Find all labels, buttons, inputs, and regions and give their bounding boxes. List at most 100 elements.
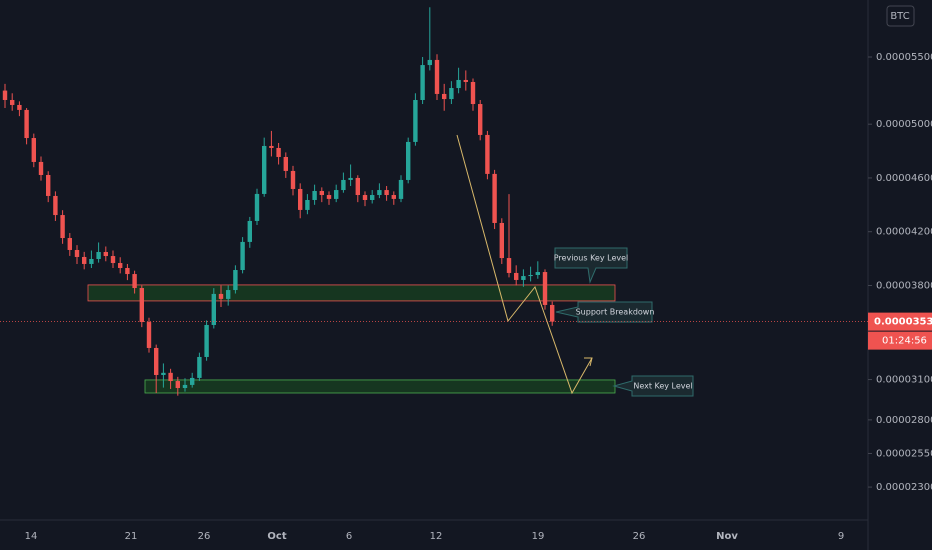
candle-body: [262, 145, 267, 194]
drawing-arrows: [456, 134, 593, 395]
callout-box: [612, 375, 694, 397]
candle-body: [391, 195, 396, 199]
candle-body: [161, 372, 166, 375]
candle-body: [362, 195, 368, 200]
key-level-zone: [87, 284, 616, 302]
candle-body: [146, 322, 152, 348]
candle-body: [96, 252, 101, 259]
candle-body: [456, 79, 461, 89]
x-tick-label: 19: [532, 531, 545, 542]
candle-body: [427, 59, 432, 66]
y-tick-label: 0.00005500: [876, 52, 932, 63]
y-tick-label: 0.00004200: [876, 227, 932, 238]
candle-body: [17, 104, 22, 110]
candle-body: [254, 193, 260, 221]
candle-body: [211, 293, 216, 325]
y-tick-label: 0.00003800: [876, 280, 932, 291]
candle-body: [326, 195, 332, 199]
x-tick-label: 26: [198, 531, 211, 542]
candle-body: [269, 145, 274, 148]
candle-body: [283, 156, 288, 171]
candle-body: [125, 267, 130, 275]
candle-body: [46, 174, 51, 196]
candle-body: [233, 270, 238, 291]
y-tick-label: 0.00005000: [876, 119, 932, 130]
candle-body: [226, 290, 231, 299]
candle-body: [290, 170, 296, 189]
candle-body: [434, 59, 440, 94]
candle-body: [348, 177, 353, 180]
candle-body: [514, 272, 519, 280]
candle-body: [31, 138, 36, 162]
candle-body: [132, 274, 137, 289]
y-tick-label: 0.00004600: [876, 173, 932, 184]
last-price-label: 0.00003531: [874, 317, 932, 328]
candle-body: [478, 104, 483, 135]
candle-body: [398, 179, 404, 199]
candle-body: [485, 134, 490, 174]
callout-text: Previous Key Level: [554, 254, 629, 263]
candle-body: [542, 272, 548, 305]
candle-body: [413, 99, 418, 142]
candle-body: [190, 377, 195, 385]
candle-body: [168, 372, 173, 382]
candle-body: [89, 258, 94, 264]
candle-body: [197, 356, 202, 378]
candle-body: [550, 304, 555, 322]
candle-body: [276, 147, 281, 157]
candle-body: [53, 195, 58, 216]
countdown: 01:24:56: [882, 336, 927, 347]
candle-body: [470, 81, 476, 105]
candle-body: [463, 79, 468, 82]
candle-body: [154, 347, 159, 375]
y-tick-label: 0.00002800: [876, 415, 932, 426]
callout-text: Next Key Level: [633, 382, 692, 391]
candle-body: [38, 161, 44, 175]
candle-body: [60, 215, 65, 239]
candle-body: [506, 258, 512, 273]
candle-body: [118, 263, 123, 268]
candle-body: [139, 288, 144, 323]
candle-body: [204, 324, 209, 357]
y-tick-label: 0.00003100: [876, 375, 932, 386]
candle-body: [406, 141, 411, 180]
candle-body: [74, 249, 80, 257]
candle-body: [377, 190, 382, 196]
x-tick-label: 14: [25, 531, 38, 542]
x-tick-label: Nov: [716, 531, 738, 542]
candle-body: [2, 90, 8, 100]
callout-box: [554, 247, 628, 284]
candle-body: [355, 177, 360, 196]
countdown-box: [868, 331, 932, 350]
callout-text: Support Breakdown: [576, 308, 655, 317]
x-tick-label: 26: [633, 531, 646, 542]
candle-body: [24, 109, 29, 139]
candle-body: [384, 190, 389, 196]
candle-body: [334, 190, 339, 199]
candle-body: [370, 195, 375, 200]
candle-body: [319, 190, 324, 196]
x-tick-label: 6: [346, 531, 352, 542]
y-tick-label: 0.00002550: [876, 448, 932, 459]
candle-body: [240, 241, 245, 271]
last-price-box: [868, 312, 932, 331]
x-tick-label: 9: [838, 531, 844, 542]
candle-body: [218, 293, 224, 299]
symbol: BTC: [890, 11, 909, 22]
candle-body: [420, 65, 425, 100]
x-tick-label: 21: [125, 531, 138, 542]
candle-body: [449, 88, 454, 100]
x-tick-label: Oct: [267, 531, 286, 542]
symbol-box: [886, 5, 915, 27]
callout-box: [555, 301, 653, 323]
candle-body: [521, 276, 526, 280]
candle-body: [10, 99, 15, 105]
candle-body: [305, 199, 310, 210]
candle-body: [175, 381, 180, 389]
candle-body: [110, 256, 116, 264]
candle-body: [67, 238, 72, 250]
candle-body: [312, 190, 317, 200]
candle-body: [528, 274, 533, 277]
arrow-head: [584, 357, 593, 367]
